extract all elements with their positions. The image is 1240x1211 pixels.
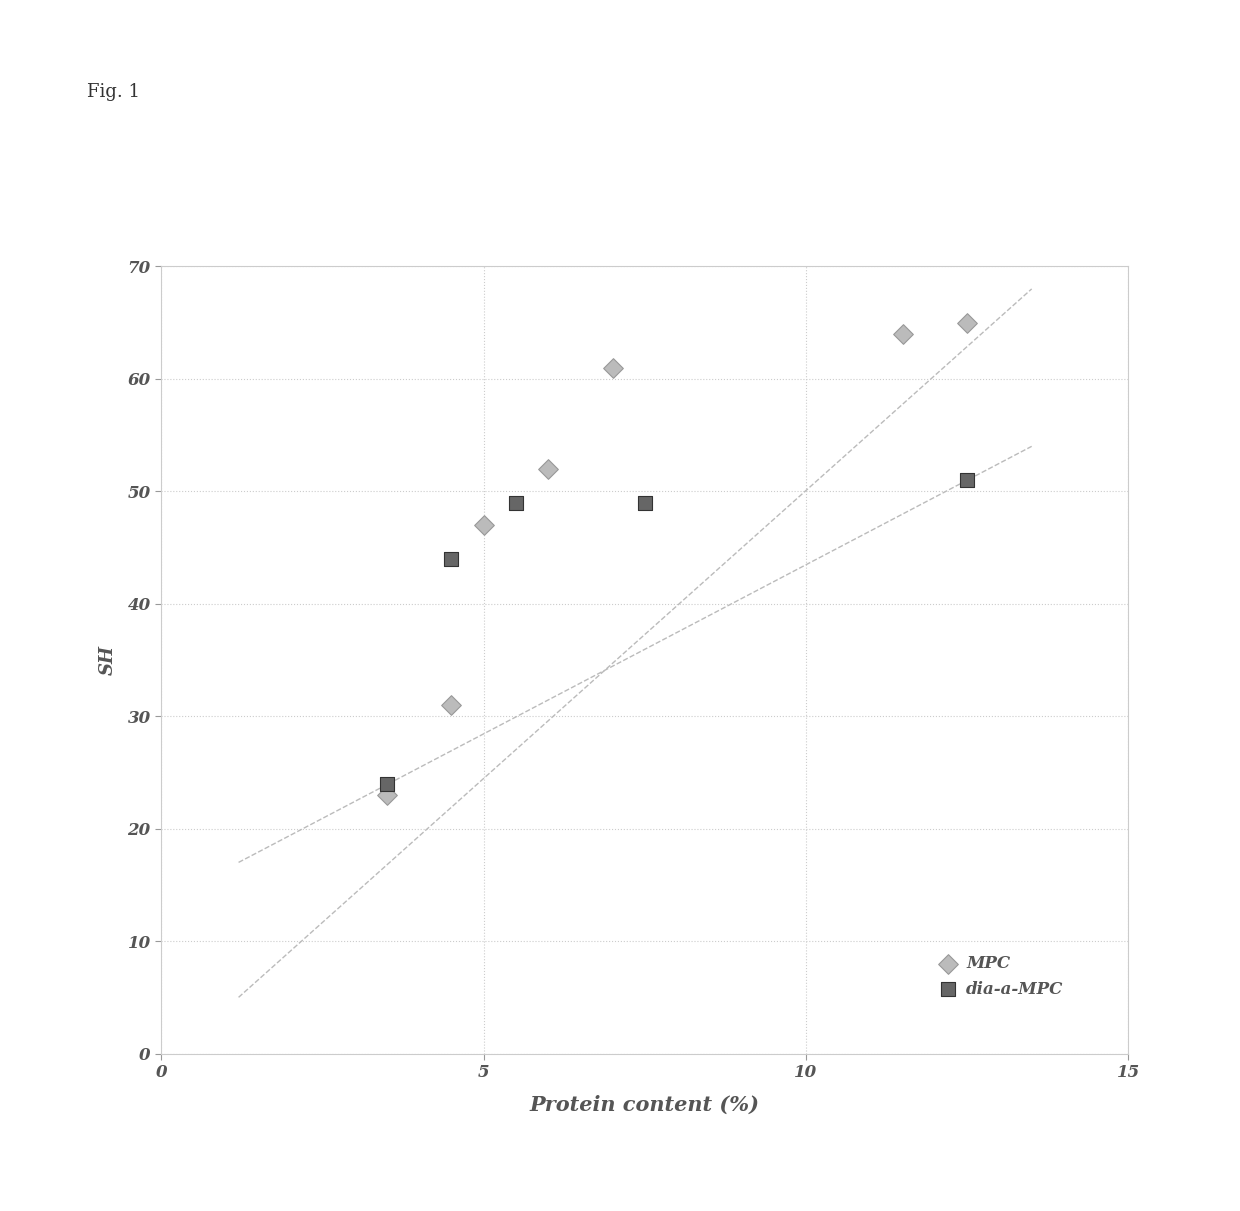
MPC	[474, 516, 494, 535]
dia-a-MPC	[441, 549, 461, 568]
Text: Fig. 1: Fig. 1	[87, 82, 140, 101]
MPC	[603, 358, 622, 378]
MPC	[893, 325, 913, 344]
MPC	[538, 459, 558, 478]
MPC	[377, 785, 397, 804]
dia-a-MPC	[506, 493, 526, 512]
Legend: MPC, dia-a-MPC: MPC, dia-a-MPC	[929, 947, 1071, 1006]
dia-a-MPC	[957, 470, 977, 489]
MPC	[441, 695, 461, 714]
X-axis label: Protein content (%): Protein content (%)	[529, 1095, 760, 1115]
Y-axis label: SH: SH	[98, 645, 117, 675]
MPC	[957, 312, 977, 332]
dia-a-MPC	[377, 774, 397, 793]
dia-a-MPC	[635, 493, 655, 512]
